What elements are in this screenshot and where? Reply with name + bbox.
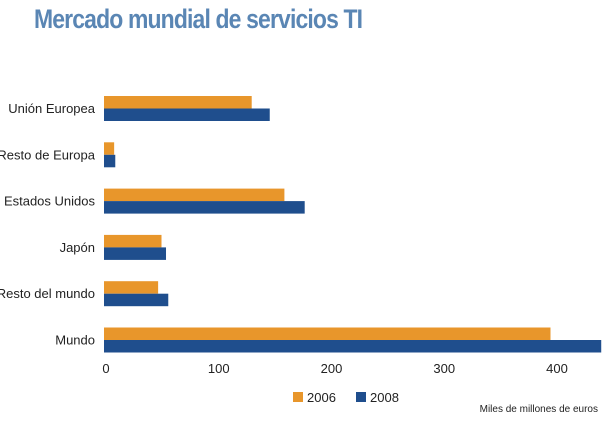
bar-2008 [104,293,169,307]
bar-2008 [104,340,602,353]
category-label: Estados Unidos [4,194,96,209]
x-axis-label: Miles de millones de euros [480,404,598,415]
chart-title: Mercado mundial de servicios TI [34,4,363,34]
x-tick-label: 300 [433,361,455,376]
x-tick-label: 400 [546,361,568,376]
x-tick-label: 200 [321,361,343,376]
bar-2008 [104,247,167,260]
bar-2008 [104,201,305,214]
x-tick-label: 0 [102,361,109,376]
legend-swatch-2006 [293,392,303,402]
bar-2008 [104,154,116,168]
bar-2008 [104,108,270,121]
category-label: Japón [60,240,95,255]
x-tick-label: 100 [208,361,230,376]
bar-2006 [104,96,252,109]
category-label: Resto del mundo [0,286,95,301]
bar-2006 [104,234,162,248]
bar-2006 [104,188,285,202]
bar-2006 [104,281,159,294]
bar-2006 [104,142,115,155]
legend-swatch-2008 [356,392,366,402]
category-label: Unión Europea [8,101,95,116]
legend-label: 2006 [307,390,336,405]
category-label: Mundo [55,333,95,348]
category-label: Resto de Europa [0,147,96,162]
bar-2006 [104,327,551,340]
legend-label: 2008 [370,390,399,405]
